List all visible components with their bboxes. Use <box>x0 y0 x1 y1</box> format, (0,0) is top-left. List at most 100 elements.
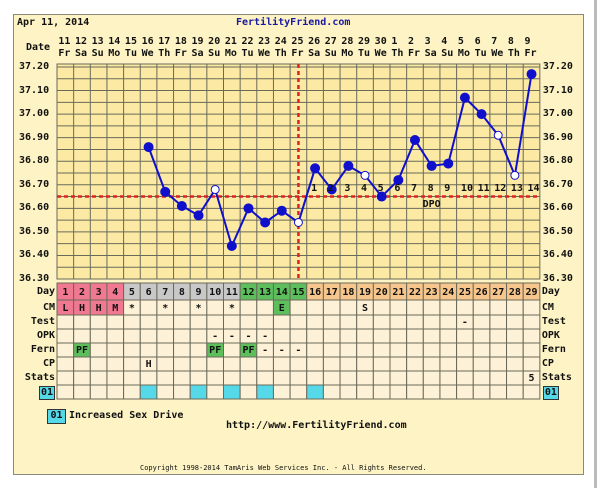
fern-cell <box>106 342 125 358</box>
date-tick: 5 <box>457 36 464 47</box>
row-label-day: Day <box>36 285 55 297</box>
day-value: 18 <box>342 286 355 298</box>
cm-cell <box>173 299 191 316</box>
fern-value: - <box>262 345 269 356</box>
y-tick-left: 36.80 <box>19 155 50 167</box>
date-tick: 18 <box>174 36 187 47</box>
code-cell <box>256 384 274 400</box>
day-value: 7 <box>162 286 169 298</box>
y-tick-left: 36.70 <box>19 178 50 190</box>
weekday-tick: Th <box>507 48 520 59</box>
date-tick: 16 <box>141 36 154 47</box>
weekday-tick: Su <box>324 48 337 59</box>
stats-cell <box>106 370 125 386</box>
test-cell <box>439 314 458 330</box>
test-cell <box>406 314 424 330</box>
day-value: 25 <box>458 286 471 298</box>
code-cell <box>406 384 424 400</box>
stats-cell <box>406 370 424 386</box>
cp-cell <box>522 356 541 372</box>
code-cell <box>289 384 308 400</box>
temperature-point <box>310 163 321 174</box>
cp-cell <box>489 356 508 372</box>
cp-cell <box>73 356 91 372</box>
cm-cell <box>289 299 308 316</box>
code-cell <box>356 384 374 400</box>
opk-cell <box>322 328 341 344</box>
code-cell <box>223 384 241 400</box>
code-cell <box>89 384 108 400</box>
stats-cell <box>289 370 308 386</box>
day-value: 23 <box>425 286 438 298</box>
test-cell <box>206 314 225 330</box>
code-cell <box>123 384 141 400</box>
temperature-point-open <box>360 170 370 180</box>
cm-value: M <box>112 302 119 314</box>
day-value: 5 <box>128 286 135 298</box>
row-label-fern-right: Fern <box>541 344 566 355</box>
fern-cell <box>322 342 341 358</box>
cm-value: H <box>78 302 85 314</box>
code-cell <box>522 384 541 400</box>
cm-cell <box>506 299 524 316</box>
window-edge <box>594 0 597 488</box>
date-tick: 3 <box>424 36 431 47</box>
date-tick: 25 <box>291 36 304 47</box>
y-tick-right: 36.50 <box>542 225 573 237</box>
cp-cell <box>439 356 458 372</box>
legend-code: 01 <box>47 409 66 424</box>
test-cell <box>73 314 91 330</box>
opk-cell <box>272 328 291 344</box>
cm-value: S <box>362 302 369 314</box>
y-tick-left: 37.20 <box>19 61 50 72</box>
test-cell <box>506 314 524 330</box>
footer-url[interactable]: http://www.FertilityFriend.com <box>226 420 407 431</box>
cp-cell <box>89 356 108 372</box>
opk-cell <box>406 328 424 344</box>
fern-cell <box>456 342 474 358</box>
stats-cell <box>356 370 374 386</box>
y-tick-right: 37.20 <box>542 61 573 72</box>
fern-cell <box>56 342 75 358</box>
day-value: 17 <box>325 286 338 298</box>
temperature-point <box>176 200 187 211</box>
fern-cell <box>406 342 424 358</box>
weekday-tick: Su <box>441 48 454 59</box>
weekday-tick: Fr <box>524 48 537 59</box>
cm-cell <box>339 299 358 316</box>
date-tick: 17 <box>158 36 171 47</box>
weekday-tick: We <box>491 48 504 59</box>
code-cell <box>239 384 258 400</box>
date-tick: 28 <box>341 36 354 47</box>
temperature-point <box>260 217 271 228</box>
cm-cell <box>422 299 441 316</box>
day-value: 28 <box>508 286 521 298</box>
test-cell <box>256 314 274 330</box>
temperature-point-open <box>293 217 303 227</box>
stats-cell <box>472 370 491 386</box>
date-tick: 22 <box>241 36 254 47</box>
fern-cell <box>489 342 508 358</box>
test-cell <box>339 314 358 330</box>
fern-cell <box>356 342 374 358</box>
dpo-label: 7 <box>410 183 417 194</box>
stats-cell <box>73 370 91 386</box>
stats-cell <box>156 370 175 386</box>
row-label-cp-right: CP <box>541 358 554 369</box>
dpo-label: 3 <box>344 183 351 194</box>
test-cell <box>322 314 341 330</box>
code-cell <box>472 384 491 400</box>
date-tick: 20 <box>208 36 221 47</box>
date-tick: 13 <box>91 36 104 47</box>
day-value: 21 <box>392 286 405 298</box>
cp-cell <box>123 356 141 372</box>
stats-cell <box>439 370 458 386</box>
cm-cell <box>239 299 258 316</box>
code-cell <box>372 384 391 400</box>
stats-cell <box>239 370 258 386</box>
code-cell <box>456 384 474 400</box>
day-value: 8 <box>178 286 185 298</box>
test-cell <box>422 314 441 330</box>
code-cell <box>156 384 175 400</box>
